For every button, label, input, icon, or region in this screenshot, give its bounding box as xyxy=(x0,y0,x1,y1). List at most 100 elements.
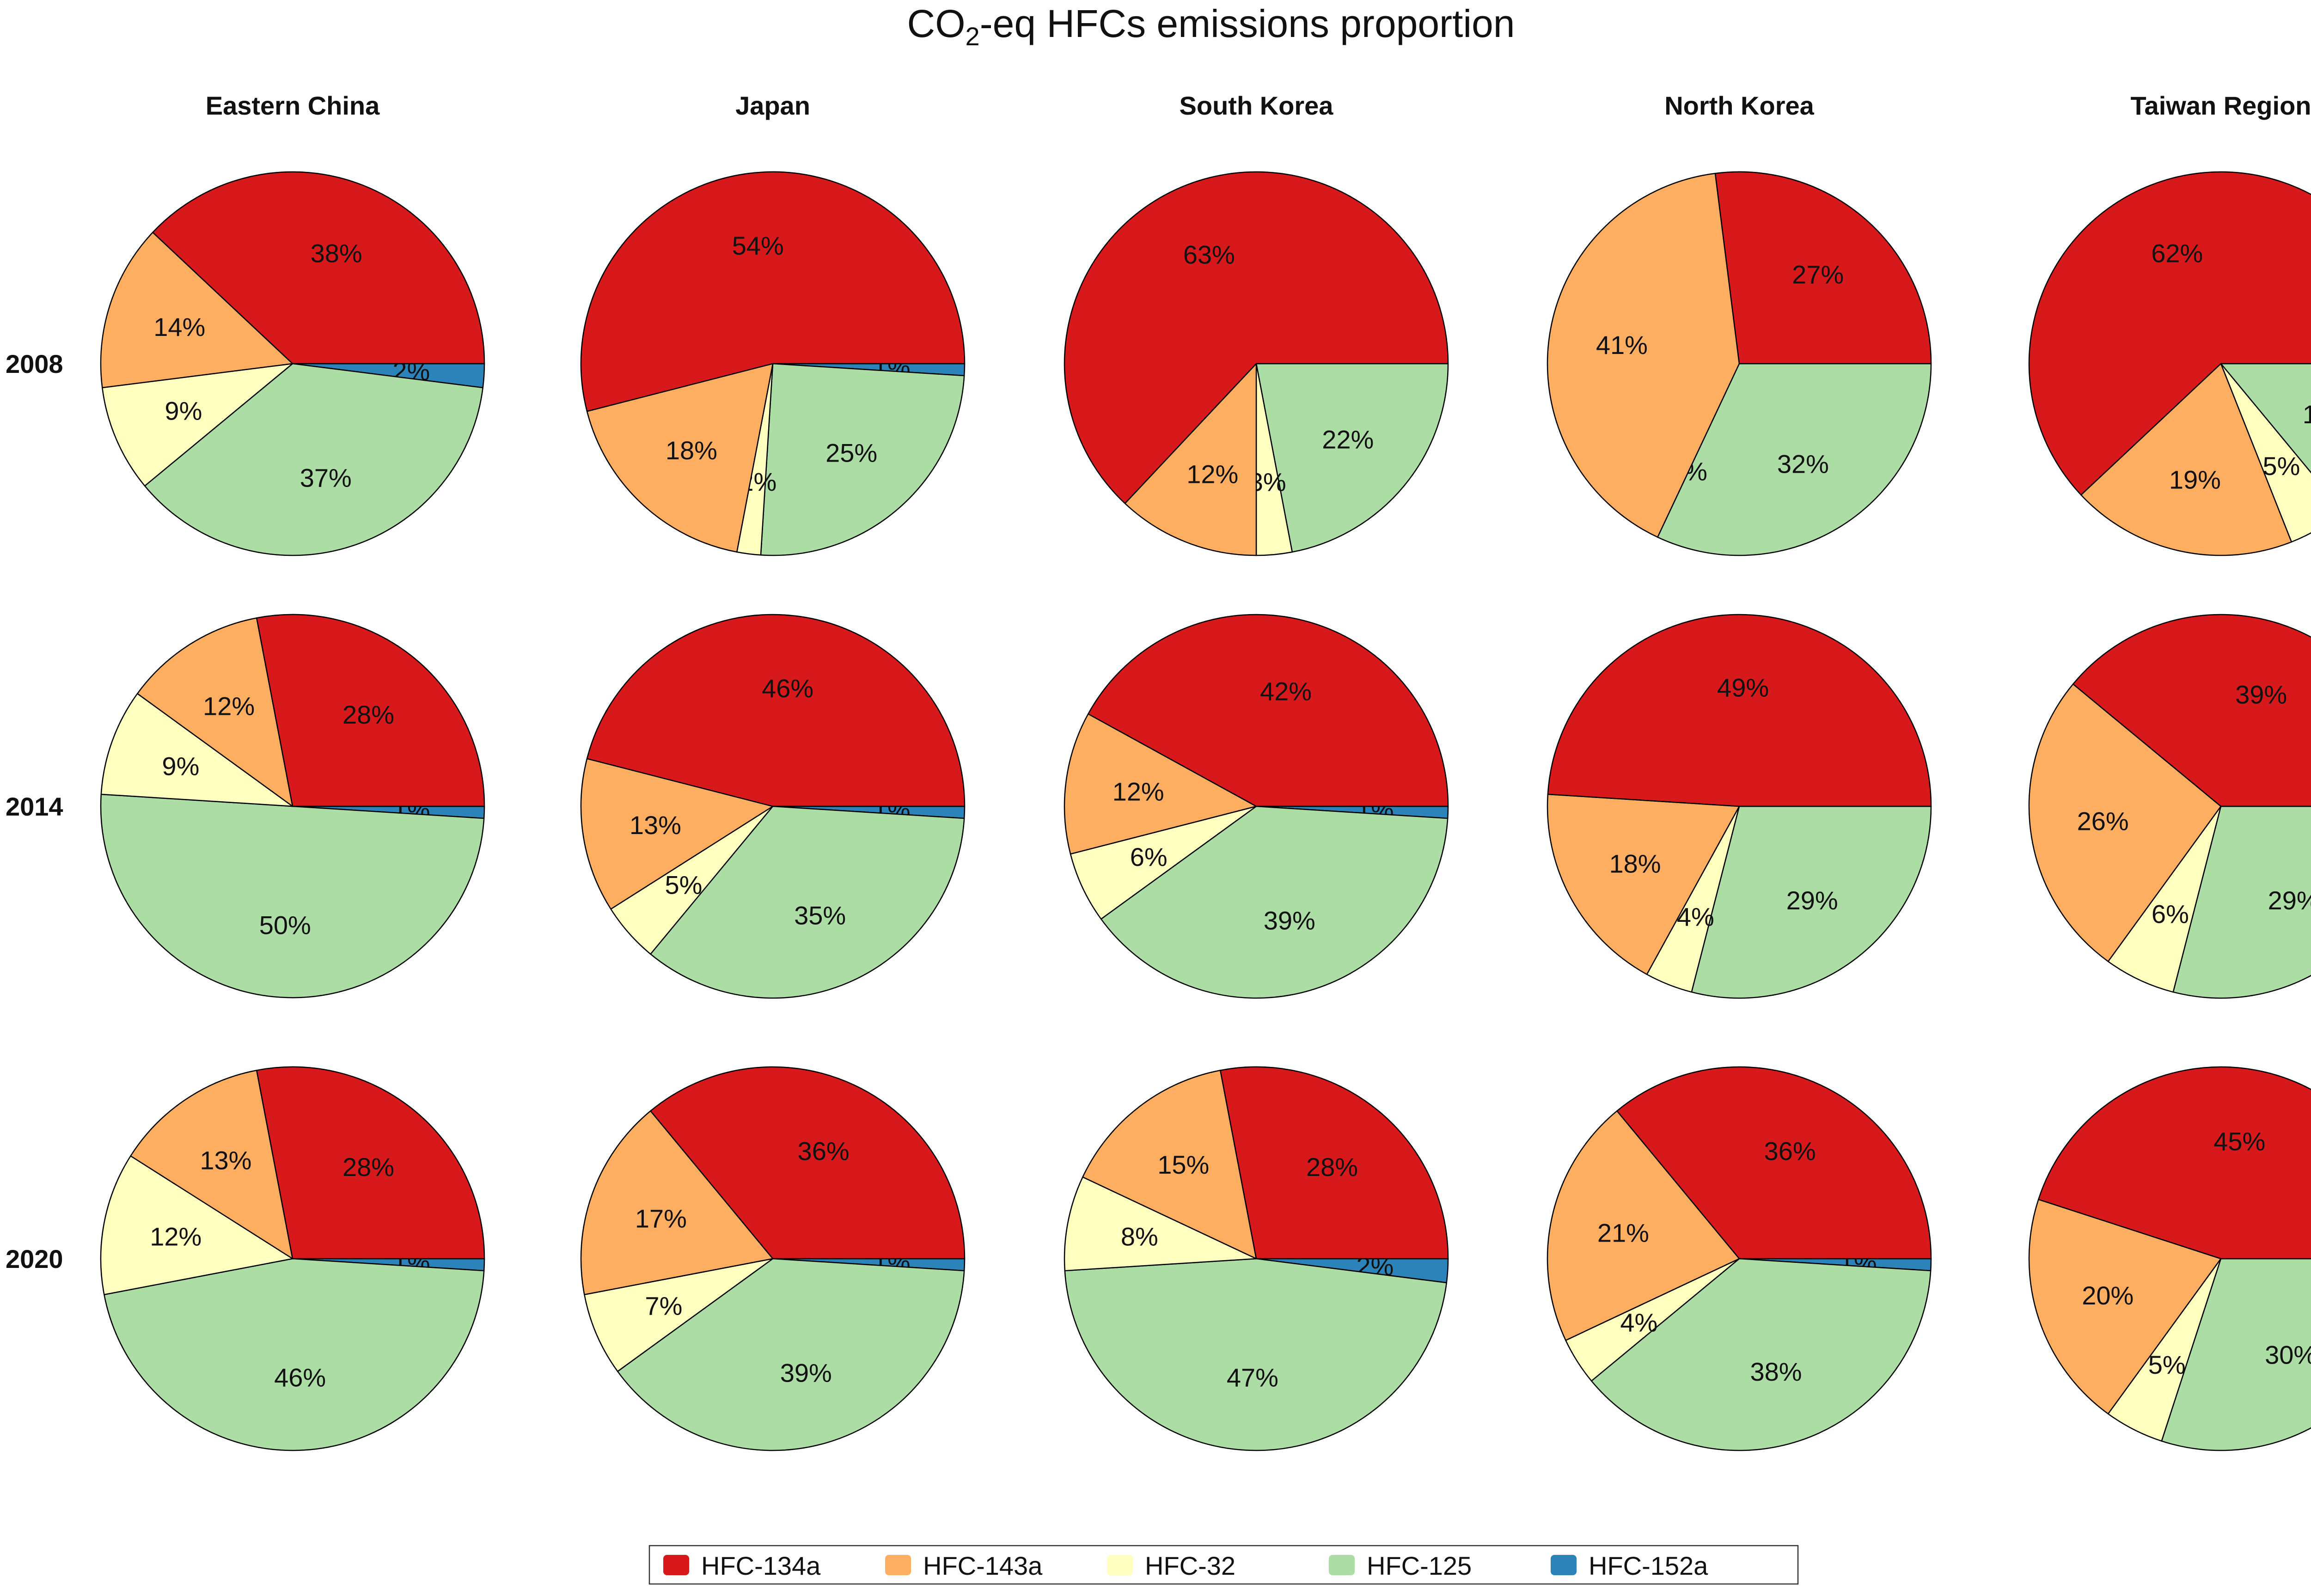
slice-label-hfc-143a: 19% xyxy=(2169,465,2221,494)
slice-hfc-32 xyxy=(2107,805,2222,993)
slice-label-hfc-32: 4% xyxy=(1620,1308,1657,1337)
slice-label-hfc-134a: 42% xyxy=(1260,676,1312,706)
slice-hfc-134a xyxy=(2028,171,2311,496)
legend-label: HFC-152a xyxy=(1589,1551,1708,1580)
pie-japan-2014: 1%35%5%13%46% xyxy=(580,614,966,999)
pie-eastern-china-2014: 1%50%9%12% 28% xyxy=(100,614,485,999)
slice-hfc-143a xyxy=(2028,683,2222,962)
slice-label-hfc-32: 12% xyxy=(150,1222,202,1251)
slice-hfc-143a xyxy=(580,1110,774,1296)
slice-label-hfc-125: 37% xyxy=(300,463,352,493)
column-title-taiwan-region: Taiwan Region xyxy=(2131,91,2311,120)
column-title-south-korea: South Korea xyxy=(1180,91,1334,120)
column-title-japan: Japan xyxy=(735,91,810,120)
slice-hfc-134a xyxy=(256,614,485,807)
slice-label-hfc-32: 5% xyxy=(2148,1350,2186,1379)
slice-label-hfc-125: 50% xyxy=(259,910,311,939)
slice-label-hfc-125: 47% xyxy=(1227,1363,1278,1392)
pie-japan-2008: 1%25%2%18%54% xyxy=(580,171,966,556)
legend-label: HFC-125 xyxy=(1367,1551,1472,1580)
slice-label-hfc-143a: 13% xyxy=(630,810,681,840)
slice-hfc-125 xyxy=(1590,1258,1932,1451)
slice-label-hfc-32: 5% xyxy=(2263,451,2300,481)
slice-label-hfc-125: 32% xyxy=(1777,450,1829,479)
slice-label-hfc-134a: 38% xyxy=(311,238,362,268)
slice-label-hfc-143a: 20% xyxy=(2082,1281,2134,1310)
slice-hfc-143a xyxy=(2080,363,2293,556)
slice-label-hfc-134a: 46% xyxy=(762,674,813,703)
slice-hfc-125 xyxy=(144,363,483,556)
slice-hfc-134a xyxy=(586,614,966,807)
slice-hfc-143a xyxy=(1547,173,1740,538)
pie-north-korea-2020: 1%38%4%21%36% xyxy=(1547,1066,1932,1451)
slice-label-hfc-134a: 28% xyxy=(342,700,394,729)
pie-north-korea-2014: 0%29%4%18%49% xyxy=(1547,614,1932,999)
pie-taiwan-region-2008: 0%14%5%19%62% xyxy=(2028,171,2311,556)
slice-label-hfc-134a: 63% xyxy=(1183,240,1235,269)
pie-eastern-china-2020: 1%46%12%13% 28% xyxy=(100,1066,485,1451)
slice-label-hfc-125: 22% xyxy=(1322,425,1374,454)
slice-label-hfc-143a: 41% xyxy=(1596,330,1648,359)
slice-label-hfc-125: 35% xyxy=(794,901,846,930)
column-titles: Eastern China Japan South Korea North Korea… xyxy=(206,91,2311,120)
slice-label-hfc-125: 25% xyxy=(825,439,877,468)
slice-label-hfc-143a: 12% xyxy=(203,691,255,720)
slice-label-hfc-143a: 18% xyxy=(1609,849,1661,878)
slice-label-hfc-143a: 26% xyxy=(2077,807,2129,836)
legend-swatch xyxy=(1551,1555,1577,1575)
pie-eastern-china-2008: 2%37%9%14%38% xyxy=(100,171,485,556)
legend-swatch xyxy=(1107,1555,1133,1575)
slice-label-hfc-32: 8% xyxy=(1121,1222,1158,1251)
slice-hfc-143a xyxy=(580,758,774,910)
slice-hfc-143a xyxy=(1547,793,1740,975)
legend-label: HFC-134a xyxy=(701,1551,821,1580)
legend-swatch xyxy=(663,1555,689,1575)
column-title-north-korea: North Korea xyxy=(1664,91,1814,120)
slice-label-hfc-125: 46% xyxy=(274,1363,326,1392)
slice-label-hfc-134a: 39% xyxy=(2235,680,2287,709)
slice-label-hfc-143a: 15% xyxy=(1157,1150,1209,1179)
slice-hfc-134a xyxy=(2072,614,2311,807)
legend-item-hfc-125: HFC-125 xyxy=(1329,1551,1472,1580)
slice-hfc-125 xyxy=(100,793,485,999)
slice-hfc-143a xyxy=(2028,1199,2222,1414)
slice-label-hfc-143a: 13% xyxy=(200,1146,251,1175)
legend-item-hfc-152a: HFC-152a xyxy=(1551,1551,1708,1580)
legend-label: HFC-32 xyxy=(1145,1551,1235,1580)
slice-label-hfc-143a: 17% xyxy=(635,1204,687,1233)
pie-south-korea-2020: 2%47%8%15% 28% xyxy=(1064,1066,1449,1451)
slice-hfc-143a xyxy=(586,363,774,553)
slice-hfc-125 xyxy=(2161,1258,2311,1451)
slice-label-hfc-134a: 62% xyxy=(2151,238,2203,268)
slice-hfc-125 xyxy=(1691,805,1932,999)
slice-label-hfc-134a: 27% xyxy=(1792,260,1844,289)
legend: HFC-134a HFC-143a HFC-32 HFC-125 HFC-152a xyxy=(648,1545,1799,1585)
slice-label-hfc-134a: 28% xyxy=(1306,1152,1358,1182)
slice-hfc-134a xyxy=(1616,1066,1932,1260)
slice-label-hfc-32: 7% xyxy=(645,1291,682,1321)
pie-taiwan-region-2014: 0%29%6%26%39% xyxy=(2028,614,2311,999)
slice-hfc-32 xyxy=(584,1258,774,1372)
slice-hfc-32 xyxy=(1070,805,1257,920)
slice-label-hfc-32: 6% xyxy=(2152,899,2189,928)
slice-label-hfc-134a: 36% xyxy=(798,1137,850,1166)
slice-label-hfc-125: 29% xyxy=(1786,886,1838,915)
slice-hfc-143a xyxy=(1124,363,1257,556)
slice-label-hfc-134a: 36% xyxy=(1764,1137,1816,1166)
slice-hfc-32 xyxy=(100,1155,293,1296)
slice-hfc-134a xyxy=(1088,614,1449,807)
slice-label-hfc-32: 6% xyxy=(1130,842,1168,871)
slice-label-hfc-143a: 12% xyxy=(1186,460,1238,489)
slice-hfc-143a xyxy=(1064,713,1257,855)
slice-label-hfc-134a: 45% xyxy=(2213,1127,2265,1156)
legend-item-hfc-143a: HFC-143a xyxy=(885,1551,1043,1580)
row-titles: 2008 2014 2020 xyxy=(6,349,63,1273)
slice-hfc-143a xyxy=(100,231,293,389)
legend-swatch xyxy=(885,1555,911,1575)
legend-item-hfc-134a: HFC-134a xyxy=(663,1551,821,1580)
slice-label-hfc-125: 30% xyxy=(2265,1340,2311,1370)
slice-label-hfc-32: 9% xyxy=(162,751,199,780)
row-title-2014: 2014 xyxy=(6,792,63,821)
slice-label-hfc-134a: 54% xyxy=(732,231,784,260)
